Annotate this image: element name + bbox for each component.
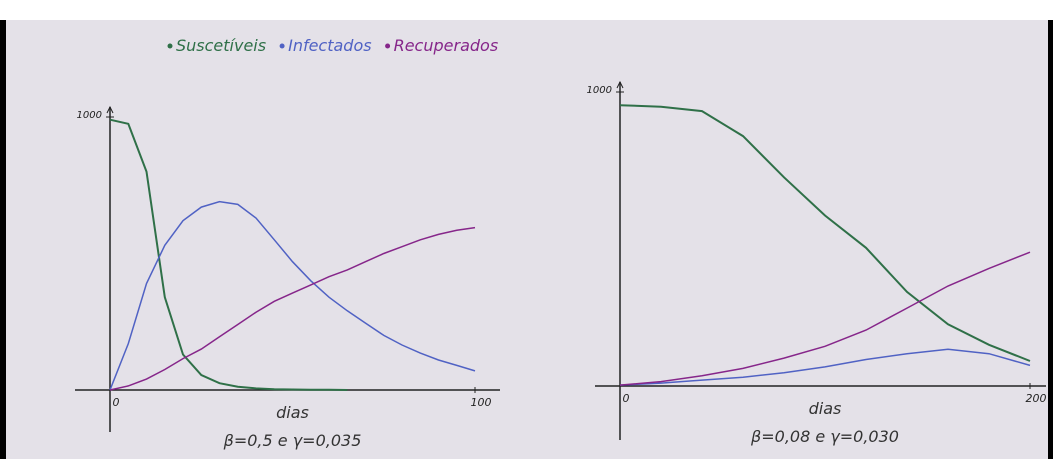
x-tick-label: 0 [113,396,120,409]
series-line [619,348,1031,386]
annotation: β=0,5 e γ=0,035 [223,431,362,450]
legend-label: Recuperados [394,36,499,55]
paper [6,20,1048,459]
series-line [109,200,476,391]
y-axis-arrow [106,105,114,114]
y-axis-arrow [616,80,624,89]
x-axis-label: dias [809,399,842,418]
series-line [109,118,348,391]
x-axis-label: dias [276,403,309,422]
x-tick-label: 200 [1026,392,1047,405]
top-strip [0,0,1053,20]
series-line [619,104,1031,362]
legend-marker [167,43,173,49]
x-tick-label: 100 [471,396,492,409]
y-tick-label: 1000 [587,85,612,96]
legend-marker [279,43,285,49]
x-tick-label: 0 [623,392,630,405]
y-tick-label: 1000 [77,110,102,121]
annotation: β=0,08 e γ=0,030 [750,427,899,446]
legend-label: Infectados [288,36,372,55]
legend-label: Suscetíveis [176,36,266,55]
series-line [109,226,476,391]
series-line [619,251,1031,386]
legend-marker [385,43,391,49]
